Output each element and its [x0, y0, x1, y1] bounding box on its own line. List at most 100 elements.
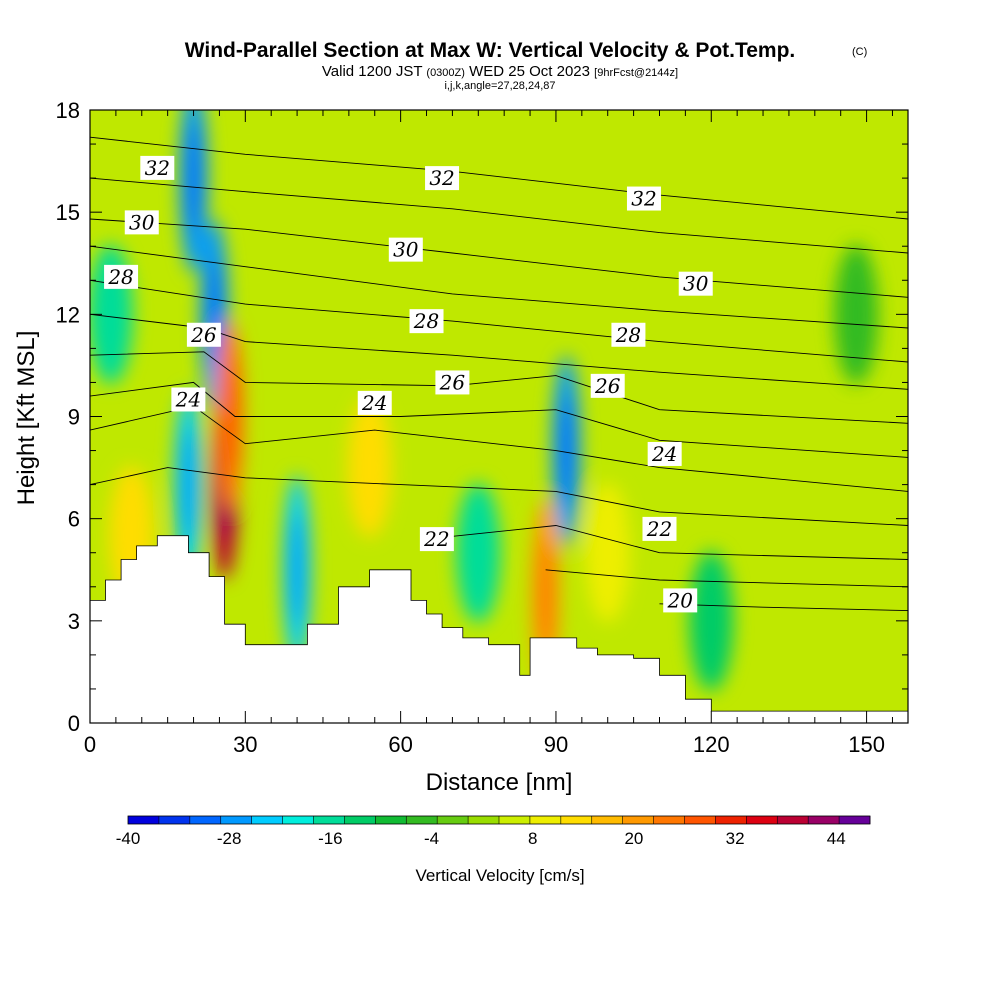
svg-text:28: 28 — [413, 309, 439, 333]
terrain-mask — [90, 535, 908, 723]
colorbar-title: Vertical Velocity [cm/s] — [415, 866, 584, 885]
x-axis-title: Distance [nm] — [426, 769, 573, 796]
colorbar-swatch — [653, 816, 685, 824]
colorbar-swatch — [622, 816, 654, 824]
velocity-cell-9 — [585, 482, 630, 623]
contour-label-14: 24 — [647, 441, 682, 466]
isentrope-22 — [426, 525, 908, 560]
colorbar-swatch — [715, 816, 747, 824]
contour-label-12: 24 — [171, 387, 206, 412]
contour-label-4: 30 — [388, 237, 423, 262]
svg-text:28: 28 — [107, 265, 133, 289]
svg-text:30: 30 — [393, 238, 419, 262]
svg-text:32: 32 — [631, 187, 656, 211]
grid-info: i,j,k,angle=27,28,24,87 — [444, 80, 555, 92]
svg-text:24: 24 — [361, 391, 387, 415]
velocity-core-4 — [182, 429, 195, 540]
x-tick-label: 60 — [388, 732, 412, 757]
svg-text:24: 24 — [175, 387, 201, 411]
contour-label-2: 32 — [626, 186, 661, 211]
colorbar-swatch — [282, 816, 314, 824]
isentrope-21 — [545, 569, 908, 588]
contour-label-10: 26 — [435, 370, 470, 395]
colorbar-tick-label: -16 — [318, 829, 343, 848]
x-axis: 0 30 60 90 120 150 — [84, 110, 893, 757]
isentrope-27 — [90, 313, 908, 390]
colorbar-swatch — [220, 816, 253, 824]
svg-text:32: 32 — [145, 156, 170, 180]
velocity-cell-14 — [834, 244, 879, 385]
x-tick-label: 90 — [544, 732, 568, 757]
contour-label-13: 24 — [357, 390, 392, 415]
x-tick-label: 0 — [84, 732, 96, 757]
x-tick-label: 150 — [848, 732, 885, 757]
colorbar-swatch — [529, 816, 562, 824]
svg-text:28: 28 — [615, 323, 641, 347]
velocity-core-0 — [208, 259, 221, 370]
y-tick-label: 6 — [68, 507, 80, 532]
colorbar-tick-label: 44 — [827, 829, 846, 848]
colorbar-swatch — [499, 816, 531, 824]
y-tick-label: 3 — [68, 609, 80, 634]
svg-text:32: 32 — [429, 166, 454, 190]
velocity-cell-6 — [347, 397, 392, 538]
colorbar-swatch — [591, 816, 624, 824]
svg-text:26: 26 — [439, 370, 466, 394]
colorbar-swatch — [777, 816, 809, 824]
colorbar-tick-label: -4 — [424, 829, 439, 848]
chart-title: Wind-Parallel Section at Max W: Vertical… — [185, 39, 796, 62]
subtitle-date: WED 25 Oct 2023 — [469, 63, 590, 80]
colorbar-swatch — [375, 816, 407, 824]
svg-text:30: 30 — [683, 272, 709, 296]
svg-text:30: 30 — [129, 210, 155, 234]
colorbar-tick-label: 20 — [624, 829, 643, 848]
colorbar-tick-label: -40 — [116, 829, 141, 848]
contour-label-16: 22 — [642, 516, 677, 541]
isentrope-31 — [90, 177, 908, 254]
svg-text:26: 26 — [594, 374, 621, 398]
y-tick-label: 12 — [56, 302, 80, 327]
colorbar-swatch — [746, 816, 778, 824]
plot-area: 32 32 32 30 30 30 28 28 28 26 26 26 24 24 24 22 22 20 — [90, 110, 908, 723]
colorbar-swatch — [437, 816, 469, 824]
contour-label-0: 32 — [140, 155, 175, 180]
isentrope-23 — [90, 467, 908, 526]
contour-label-3: 30 — [124, 210, 159, 235]
y-tick-label: 0 — [68, 711, 80, 736]
velocity-cell-13 — [689, 550, 734, 691]
velocity-core-1 — [187, 123, 200, 234]
vertical-velocity-field — [90, 110, 879, 691]
velocity-core-3 — [223, 361, 236, 472]
colorbar-swatch — [313, 816, 345, 824]
colorbar-swatch — [251, 816, 283, 824]
contour-label-5: 30 — [678, 271, 713, 296]
svg-text:20: 20 — [666, 588, 693, 612]
contour-label-1: 32 — [425, 166, 460, 191]
subtitle-utc: (0300Z) — [426, 67, 465, 79]
y-tick-label: 18 — [56, 98, 80, 123]
colorbar: -40 -28 -16 -4 8 20 32 44 — [116, 815, 871, 848]
y-tick-label: 15 — [56, 200, 80, 225]
velocity-cell-12 — [456, 482, 501, 623]
y-tick-label: 9 — [68, 405, 80, 430]
copyright-mark: (C) — [852, 46, 867, 58]
velocity-core-5 — [291, 514, 304, 625]
contour-label-9: 26 — [186, 322, 221, 347]
x-tick-label: 120 — [693, 732, 730, 757]
contour-labels: 32 32 32 30 30 30 28 28 28 26 26 26 24 24 24 22 22 20 — [104, 155, 713, 613]
svg-text:24: 24 — [651, 442, 677, 466]
contour-label-8: 28 — [611, 322, 646, 347]
svg-text:26: 26 — [190, 323, 217, 347]
colorbar-tick-label: 8 — [528, 829, 537, 848]
colorbar-swatch — [808, 816, 840, 824]
colorbar-swatch — [468, 816, 500, 824]
colorbar-tick-label: -28 — [217, 829, 242, 848]
subtitle-fcst: [9hrFcst@2144z] — [594, 67, 678, 79]
colorbar-tick-label: 32 — [726, 829, 745, 848]
colorbar-swatch — [839, 816, 871, 824]
contour-label-7: 28 — [409, 309, 444, 334]
colorbar-swatch — [128, 816, 160, 824]
isentrope-29 — [90, 245, 908, 329]
colorbar-swatch — [406, 816, 438, 824]
